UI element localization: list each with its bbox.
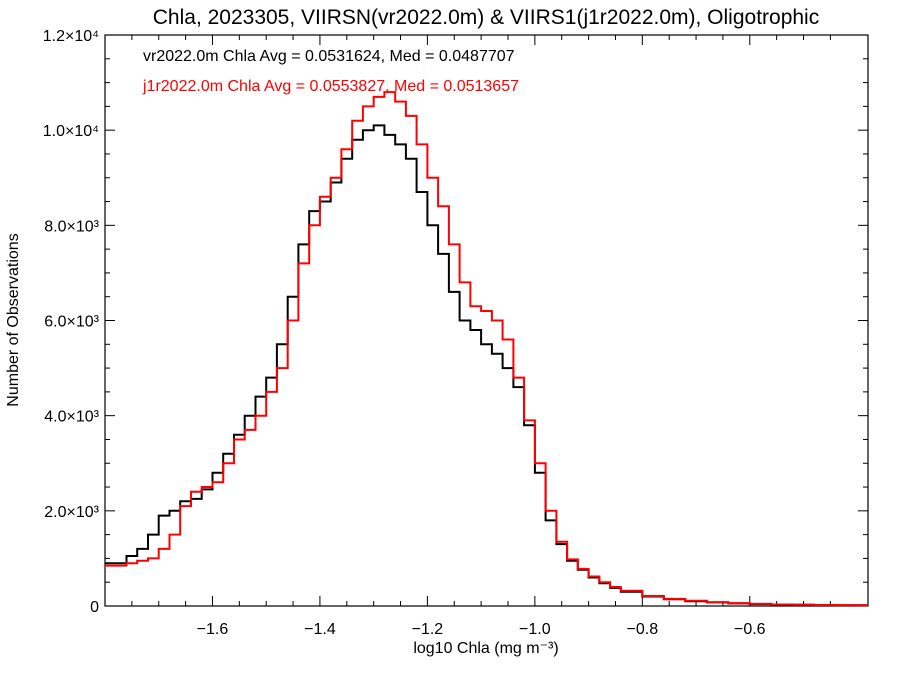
y-tick-label: 0 [90, 599, 99, 616]
series-line-1 [105, 91, 868, 607]
y-tick-label: 2.0×10³ [44, 504, 99, 521]
plot-frame [104, 34, 869, 607]
y-tick-label: 4.0×10³ [44, 409, 99, 426]
x-tick-label: −0.6 [734, 621, 766, 638]
y-tick-label: 8.0×10³ [44, 218, 99, 235]
annotation-vr2022: vr2022.0m Chla Avg = 0.0531624, Med = 0.… [143, 48, 515, 65]
x-tick-label: −1.2 [412, 621, 444, 638]
x-axis-label: log10 Chla (mg m⁻³) [413, 640, 558, 657]
x-tick-label: −1.0 [519, 621, 551, 638]
y-axis-label: Number of Observations [5, 233, 22, 406]
y-tick-label: 1.2×10⁴ [43, 28, 99, 45]
x-tick-label: −1.4 [304, 621, 336, 638]
plot-series [105, 91, 868, 607]
plot-axes: −1.6 −1.4 −1.2 −1.0 −0.8 −0.6 0 2.0×10³ 4.0×10³ 6… [43, 28, 869, 638]
x-tick-label: −1.6 [197, 621, 229, 638]
series-line-0 [105, 124, 868, 607]
x-tick-label: −0.8 [627, 621, 659, 638]
chart-title: Chla, 2023305, VIIRSN(vr2022.0m) & VIIRS… [153, 6, 819, 29]
y-tick-label: 1.0×10⁴ [43, 123, 99, 140]
annotation-j1r2022: j1r2022.0m Chla Avg = 0.0553827, Med = 0… [142, 78, 519, 95]
y-tick-label: 6.0×10³ [44, 314, 99, 331]
